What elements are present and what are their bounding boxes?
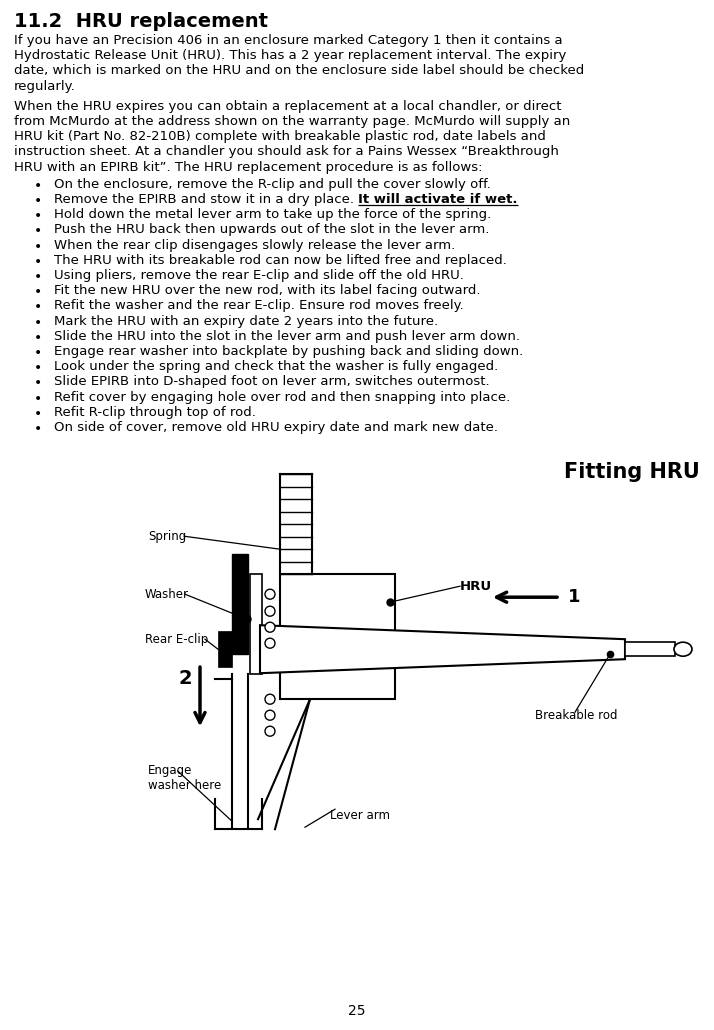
Text: •: • (34, 225, 42, 238)
Text: Push the HRU back then upwards out of the slot in the lever arm.: Push the HRU back then upwards out of th… (54, 224, 489, 237)
Text: Lever arm: Lever arm (330, 810, 390, 822)
Polygon shape (260, 625, 625, 674)
Text: •: • (34, 346, 42, 360)
Text: The HRU with its breakable rod can now be lifted free and replaced.: The HRU with its breakable rod can now b… (54, 253, 507, 267)
Text: When the rear clip disengages slowly release the lever arm.: When the rear clip disengages slowly rel… (54, 239, 456, 251)
Bar (625, 642, 675, 656)
Circle shape (265, 726, 275, 736)
Ellipse shape (674, 642, 692, 656)
Circle shape (243, 615, 251, 623)
Text: •: • (34, 407, 42, 421)
Bar (280, 574, 395, 699)
Text: Look under the spring and check that the washer is fully engaged.: Look under the spring and check that the… (54, 360, 498, 373)
Text: •: • (34, 422, 42, 436)
Text: If you have an Precision 406 in an enclosure marked Category 1 then it contains : If you have an Precision 406 in an enclo… (14, 34, 563, 47)
Text: Fitting HRU: Fitting HRU (564, 462, 700, 482)
Text: •: • (34, 194, 42, 208)
Bar (232, 554, 248, 654)
Text: Hydrostatic Release Unit (HRU). This has a 2 year replacement interval. The expi: Hydrostatic Release Unit (HRU). This has… (14, 49, 566, 62)
Text: Spring: Spring (148, 529, 186, 543)
Text: Fit the new HRU over the new rod, with its label facing outward.: Fit the new HRU over the new rod, with i… (54, 284, 481, 298)
Text: On side of cover, remove old HRU expiry date and mark new date.: On side of cover, remove old HRU expiry … (54, 421, 498, 434)
Circle shape (265, 589, 275, 599)
Text: Slide the HRU into the slot in the lever arm and push lever arm down.: Slide the HRU into the slot in the lever… (54, 330, 520, 343)
Text: Refit cover by engaging hole over rod and then snapping into place.: Refit cover by engaging hole over rod an… (54, 390, 511, 404)
Text: regularly.: regularly. (14, 79, 76, 93)
Text: •: • (34, 331, 42, 345)
Text: Breakable rod: Breakable rod (535, 710, 618, 722)
Text: HRU: HRU (460, 580, 492, 592)
Text: Engage rear washer into backplate by pushing back and sliding down.: Engage rear washer into backplate by pus… (54, 345, 523, 358)
Text: 11.2  HRU replacement: 11.2 HRU replacement (14, 12, 268, 31)
Text: •: • (34, 362, 42, 375)
Text: instruction sheet. At a chandler you should ask for a Pains Wessex “Breakthrough: instruction sheet. At a chandler you sho… (14, 145, 559, 159)
Text: •: • (34, 315, 42, 330)
Text: 25: 25 (348, 1004, 366, 1018)
Text: HRU kit (Part No. 82-210B) complete with breakable plastic rod, date labels and: HRU kit (Part No. 82-210B) complete with… (14, 130, 546, 143)
Text: •: • (34, 179, 42, 193)
Circle shape (265, 694, 275, 705)
Text: •: • (34, 270, 42, 284)
Text: 2: 2 (178, 670, 192, 688)
Text: Slide EPIRB into D-shaped foot on lever arm, switches outermost.: Slide EPIRB into D-shaped foot on lever … (54, 375, 490, 388)
Text: •: • (34, 254, 42, 269)
Text: HRU with an EPIRB kit”. The HRU replacement procedure is as follows:: HRU with an EPIRB kit”. The HRU replacem… (14, 161, 483, 174)
Bar (250, 574, 262, 675)
Text: On the enclosure, remove the R-clip and pull the cover slowly off.: On the enclosure, remove the R-clip and … (54, 178, 491, 191)
Text: Refit R-clip through top of rod.: Refit R-clip through top of rod. (54, 406, 256, 419)
Text: Engage
washer here: Engage washer here (148, 764, 221, 792)
Text: •: • (34, 301, 42, 314)
Text: Mark the HRU with an expiry date 2 years into the future.: Mark the HRU with an expiry date 2 years… (54, 314, 438, 328)
Text: •: • (34, 391, 42, 406)
Text: Rear E-clip: Rear E-clip (145, 632, 208, 646)
Text: from McMurdo at the address shown on the warranty page. McMurdo will supply an: from McMurdo at the address shown on the… (14, 115, 570, 128)
Bar (218, 631, 232, 667)
Circle shape (265, 607, 275, 616)
Text: •: • (34, 240, 42, 253)
Text: •: • (34, 285, 42, 299)
Text: Hold down the metal lever arm to take up the force of the spring.: Hold down the metal lever arm to take up… (54, 208, 491, 221)
Text: Refit the washer and the rear E-clip. Ensure rod moves freely.: Refit the washer and the rear E-clip. En… (54, 300, 464, 312)
Text: Washer: Washer (145, 588, 189, 600)
Circle shape (265, 711, 275, 720)
Circle shape (265, 622, 275, 632)
Text: •: • (34, 209, 42, 224)
Text: 1: 1 (568, 588, 580, 607)
Text: date, which is marked on the HRU and on the enclosure side label should be check: date, which is marked on the HRU and on … (14, 65, 584, 77)
Text: It will activate if wet.: It will activate if wet. (358, 193, 518, 206)
Text: •: • (34, 376, 42, 390)
Text: Remove the EPIRB and stow it in a dry place.: Remove the EPIRB and stow it in a dry pl… (54, 193, 358, 206)
Circle shape (265, 639, 275, 648)
Text: Using pliers, remove the rear E-clip and slide off the old HRU.: Using pliers, remove the rear E-clip and… (54, 269, 464, 282)
Text: When the HRU expires you can obtain a replacement at a local chandler, or direct: When the HRU expires you can obtain a re… (14, 100, 561, 113)
